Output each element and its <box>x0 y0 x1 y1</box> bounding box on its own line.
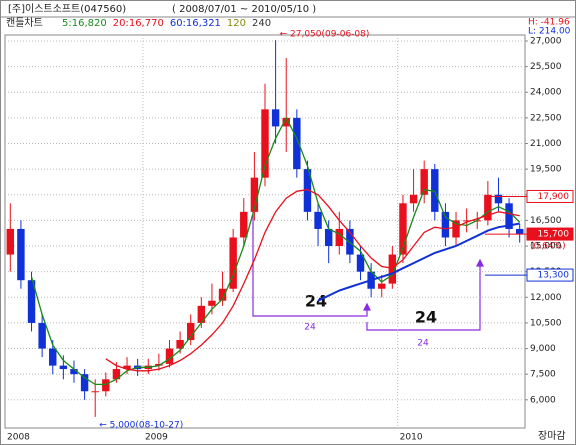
y-tick-label: 6,000 <box>530 395 556 405</box>
candle-body <box>462 220 471 222</box>
price-tag-box <box>526 227 574 241</box>
candle-body <box>102 379 110 392</box>
guide-1 <box>252 200 368 317</box>
candle-body <box>112 369 121 380</box>
legend-entry: 240 <box>252 18 271 29</box>
candle-body <box>441 211 450 238</box>
close-label: 장마감 <box>538 430 566 442</box>
candle-body <box>250 177 259 212</box>
candle-body <box>261 109 269 178</box>
candle-body <box>6 228 15 255</box>
mark-small: 24 <box>417 339 429 349</box>
candle-body <box>271 109 280 127</box>
candle-body <box>505 203 513 229</box>
y-tick-label: 12,000 <box>530 293 562 303</box>
candle-body <box>420 169 428 195</box>
candle-body <box>431 169 439 212</box>
price-tag-label: 15,700 <box>538 230 570 240</box>
ma-line <box>317 222 520 302</box>
legend-entry: 120 <box>227 18 246 29</box>
candle-body <box>59 365 68 370</box>
candle-body <box>80 374 89 392</box>
plot-area <box>4 34 526 429</box>
ma-line <box>105 188 520 372</box>
change-label: (0.64%) <box>530 242 566 252</box>
candle-body <box>356 254 365 272</box>
y-tick-label: 25,500 <box>530 62 562 72</box>
candle-body <box>197 305 206 323</box>
candle-body <box>303 169 312 212</box>
candle-body <box>452 220 460 238</box>
y-tick-label: 22,500 <box>530 113 562 123</box>
y-tick-label: 19,500 <box>530 165 562 175</box>
price-tag-label: 17,900 <box>538 192 570 202</box>
candle-body <box>187 322 195 341</box>
legend-entry: 60:16,321 <box>170 18 221 29</box>
l-label: L: 214.00 <box>528 27 571 37</box>
candle-body <box>409 194 418 204</box>
candle-body <box>91 391 99 393</box>
candle-body <box>38 322 46 349</box>
candle-body <box>314 211 322 229</box>
candle-body <box>335 228 343 247</box>
candle-body <box>494 194 503 204</box>
annotation: ← 27,050(09-06-08) <box>280 30 370 40</box>
candle-body <box>123 365 131 370</box>
y-tick-label: 10,500 <box>530 318 562 328</box>
candle-body <box>484 194 492 221</box>
x-tick-label: 2008 <box>7 433 30 443</box>
y-tick-label: 21,000 <box>530 139 562 149</box>
ma-line <box>30 116 521 386</box>
x-tick-label: 2010 <box>400 433 423 443</box>
price-tag-box <box>526 189 574 203</box>
candle-body <box>515 228 524 235</box>
candle-body <box>293 117 301 170</box>
annotation: ← 5,000(08-10-27) <box>99 420 183 430</box>
chart-subtitle: ( 2008/07/01 ~ 2010/05/10 ) <box>172 4 316 15</box>
candle-body <box>27 280 36 323</box>
price-tag-box <box>526 268 574 282</box>
candle-body <box>218 288 227 301</box>
guide-arrow-1 <box>363 302 371 311</box>
chart-title: [주]이스트소프트(047560) <box>8 3 126 15</box>
mark-big: 24 <box>305 292 327 311</box>
candle-body <box>208 300 216 306</box>
candle-body <box>346 228 354 255</box>
legend-entry: 20:16,770 <box>113 18 164 29</box>
y-tick-label: 24,000 <box>530 88 562 98</box>
legend-entry: 5:16,820 <box>62 18 107 29</box>
candle-body <box>282 117 290 127</box>
candle-body <box>240 211 248 238</box>
candle-body <box>324 228 333 247</box>
y-tick-label: 15,000 <box>530 242 562 252</box>
candle-body <box>165 348 174 364</box>
candle-body <box>70 369 78 375</box>
candle-body <box>388 254 397 284</box>
guide-arrow-2 <box>476 258 484 267</box>
y-tick-label: 7,500 <box>530 370 556 380</box>
candle-body <box>155 363 163 366</box>
price-tag-label: 13,300 <box>538 271 570 281</box>
mark-big: 24 <box>415 308 437 327</box>
candle-body <box>17 228 25 281</box>
candle-body <box>378 283 386 289</box>
y-tick-label: 9,000 <box>530 344 556 354</box>
x-tick-label: 2009 <box>145 433 168 443</box>
chart-label: 캔들차트 <box>6 17 43 29</box>
y-tick-label: 16,500 <box>530 216 562 226</box>
candle-body <box>176 340 184 349</box>
h-label: H: -41.96 <box>528 18 570 28</box>
mark-small: 24 <box>304 323 316 333</box>
y-tick-label: 27,000 <box>530 36 562 46</box>
candle-body <box>49 348 57 366</box>
candle-body <box>399 203 407 255</box>
candle-body <box>229 237 237 289</box>
